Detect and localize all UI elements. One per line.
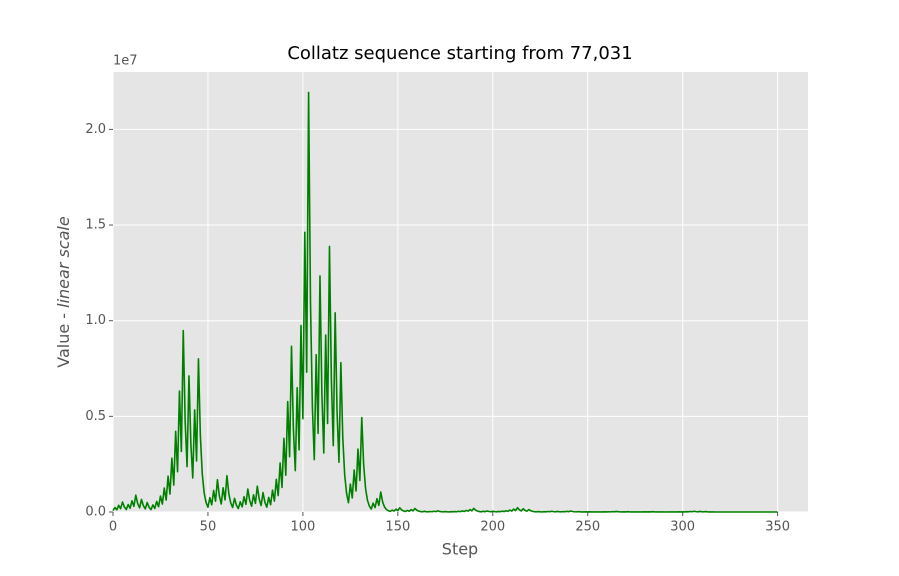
y-axis-label: Value - linear scale: [54, 216, 73, 368]
y-axis-label-text: Value -: [54, 308, 73, 368]
x-tick-label: 50: [200, 520, 217, 535]
y-offset-label: 1e7: [113, 54, 138, 69]
x-tick-label: 250: [575, 520, 600, 535]
chart-title: Collatz sequence starting from 77,031: [287, 43, 632, 64]
x-tick-label: 100: [290, 520, 315, 535]
x-tick-label: 150: [385, 520, 410, 535]
y-tick-label: 1.0: [85, 313, 106, 328]
y-axis-label-emphasis: linear scale: [54, 216, 73, 308]
x-tick-label: 200: [480, 520, 505, 535]
y-tick-label: 0.5: [85, 409, 106, 424]
x-tick-label: 0: [109, 520, 117, 535]
data-line: [112, 91, 778, 513]
plot-area: [113, 72, 808, 512]
x-tick-label: 300: [670, 520, 695, 535]
y-tick-label: 1.5: [85, 218, 106, 233]
x-axis-label: Step: [442, 540, 478, 559]
x-tick-label: 350: [765, 520, 790, 535]
y-tick-label: 0.0: [85, 505, 106, 520]
y-tick-label: 2.0: [85, 122, 106, 137]
